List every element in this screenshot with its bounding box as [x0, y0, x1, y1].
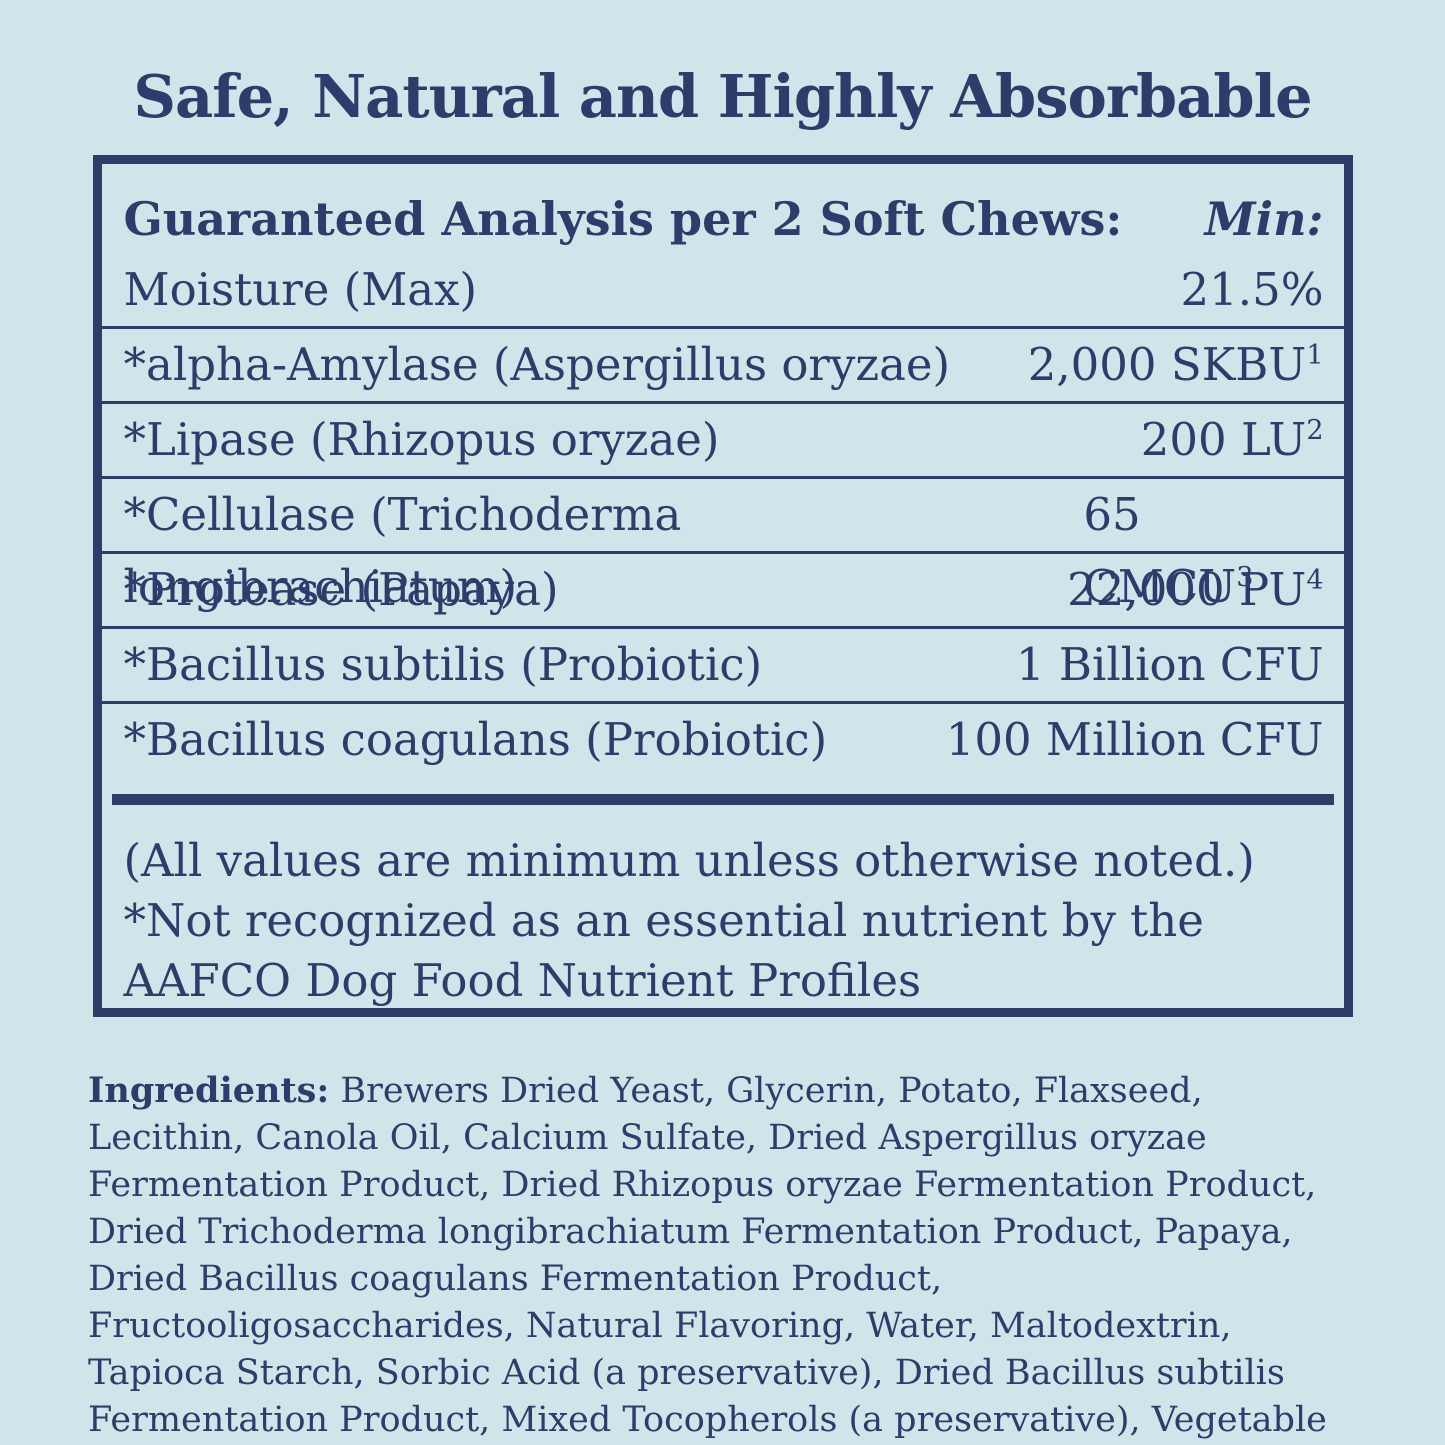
analysis-row-name: *Bacillus subtilis (Probiotic): [123, 638, 763, 691]
analysis-row-name: Moisture (Max): [123, 263, 478, 316]
analysis-row: *Lipase (Rhizopus oryzae) 200 LU2: [101, 404, 1344, 479]
analysis-row-value: 22,000 PU4: [1067, 563, 1324, 616]
analysis-min-column-label: Min:: [1204, 192, 1324, 246]
footnote-aafco: *Not recognized as an essential nutrient…: [123, 894, 1204, 1007]
analysis-row-name: *Protease (Papaya): [123, 563, 559, 616]
ingredients-label: Ingredients:: [88, 1070, 330, 1111]
analysis-row: *Bacillus coagulans (Probiotic) 100 Mill…: [102, 704, 1344, 779]
label-page: Safe, Natural and Highly Absorbable Guar…: [0, 62, 1445, 1445]
guaranteed-analysis-panel: Guaranteed Analysis per 2 Soft Chews: Mi…: [92, 155, 1353, 1017]
analysis-row-value: 2,000 SKBU1: [1027, 338, 1324, 391]
analysis-row-name: *alpha-Amylase (Aspergillus oryzae): [123, 338, 951, 391]
analysis-row-name: *Lipase (Rhizopus oryzae): [123, 413, 720, 466]
analysis-footnotes: (All values are minimum unless otherwise…: [102, 805, 1344, 1008]
analysis-row-value: 200 LU2: [1140, 413, 1324, 466]
analysis-row-value: 65 CMCU3: [1083, 488, 1254, 613]
analysis-row: *Bacillus subtilis (Probiotic) 1 Billion…: [101, 629, 1344, 704]
section-divider-bar: [111, 794, 1334, 805]
analysis-header-row: Guaranteed Analysis per 2 Soft Chews: Mi…: [102, 164, 1344, 254]
footnote-minimum-values: (All values are minimum unless otherwise…: [123, 834, 1255, 887]
analysis-row: *Protease (Papaya) 22,000 PU4: [101, 554, 1344, 629]
page-title: Safe, Natural and Highly Absorbable: [133, 62, 1312, 131]
analysis-row-value: 1 Billion CFU: [1015, 638, 1324, 691]
analysis-header-label: Guaranteed Analysis per 2 Soft Chews:: [123, 192, 1123, 246]
analysis-row: Moisture (Max) 21.5%: [101, 254, 1344, 329]
ingredients-paragraph: Ingredients: Brewers Dried Yeast, Glycer…: [0, 1017, 1445, 1445]
analysis-row: *Cellulase (Trichoderma longibrachiatum)…: [101, 479, 1344, 613]
analysis-row-value: 100 Million CFU: [945, 713, 1324, 766]
analysis-rows: Moisture (Max) 21.5% *alpha-Amylase (Asp…: [101, 254, 1344, 779]
analysis-row-name: *Bacillus coagulans (Probiotic): [123, 713, 828, 766]
analysis-row: *alpha-Amylase (Aspergillus oryzae) 2,00…: [101, 329, 1344, 404]
analysis-row-name: *Cellulase (Trichoderma longibrachiatum): [123, 488, 682, 613]
analysis-row-value: 21.5%: [1180, 263, 1324, 316]
ingredients-text: Brewers Dried Yeast, Glycerin, Potato, F…: [88, 1071, 1327, 1440]
